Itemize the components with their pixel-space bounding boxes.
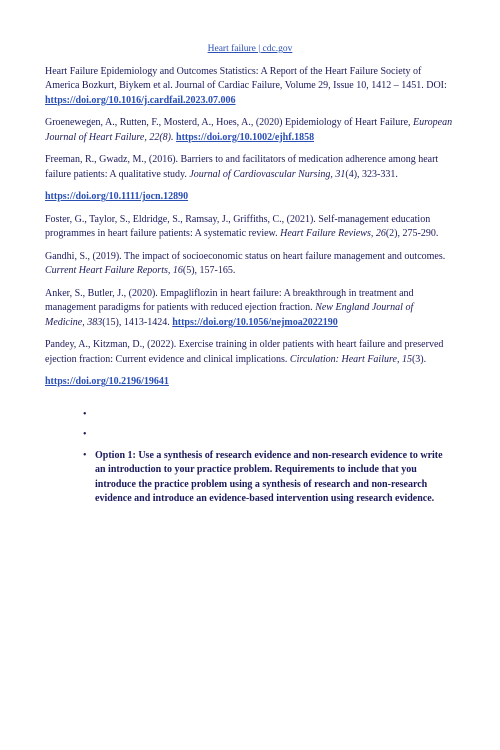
reference-3: Freeman, R., Gwadz, M., (2016). Barriers… [45,153,455,182]
bullet-icon: • [83,449,95,507]
option-1-text: Option 1: Use a synthesis of research ev… [95,449,455,507]
header-top-link[interactable]: Heart failure | cdc.gov [45,42,455,57]
reference-7: Pandey, A., Kitzman, D., (2022). Exercis… [45,338,455,367]
list-item: • Option 1: Use a synthesis of research … [83,449,455,507]
bullet-spacer-2 [95,428,455,443]
ref5-post: (5), 157-165. [183,265,236,276]
ref7-doi-link[interactable]: https://doi.org/10.2196/19641 [45,376,169,387]
ref1-text: Heart Failure Epidemiology and Outcomes … [45,66,447,92]
ref4-journal: Heart Failure Reviews, 26 [280,228,386,239]
ref7-journal: Circulation: Heart Failure, 15 [290,354,412,365]
ref5-journal: Current Heart Failure Reports, 16 [45,265,183,276]
reference-3-link-line: https://doi.org/10.1111/jocn.12890 [45,190,455,205]
list-item: • [83,408,455,423]
ref6-post: (15), 1413-1424. [102,317,172,328]
reference-5: Gandhi, S., (2019). The impact of socioe… [45,250,455,279]
ref3-journal: Journal of Cardiovascular Nursing, 31 [189,169,345,180]
reference-1: Heart Failure Epidemiology and Outcomes … [45,65,455,109]
ref1-doi-link[interactable]: https://doi.org/10.1016/j.cardfail.2023.… [45,95,236,106]
ref3-doi-link[interactable]: https://doi.org/10.1111/jocn.12890 [45,191,188,202]
reference-2: Groenewegen, A., Rutten, F., Mosterd, A.… [45,116,455,145]
reference-7-link-line: https://doi.org/10.2196/19641 [45,375,455,390]
ref2-doi-link[interactable]: https://doi.org/10.1002/ejhf.1858 [176,132,314,143]
ref6-doi-link[interactable]: https://doi.org/10.1056/nejmoa2022190 [172,317,338,328]
ref4-post: (2), 275-290. [386,228,439,239]
reference-4: Foster, G., Taylor, S., Eldridge, S., Ra… [45,213,455,242]
bullet-icon: • [83,428,95,443]
reference-6: Anker, S., Butler, J., (2020). Empaglifl… [45,287,455,331]
list-item: • [83,428,455,443]
ref2-pre: Groenewegen, A., Rutten, F., Mosterd, A.… [45,117,411,128]
bullet-spacer-1 [95,408,455,423]
ref3-post: (4), 323-331. [345,169,398,180]
bullet-icon: • [83,408,95,423]
bullet-list: • • • Option 1: Use a synthesis of resea… [45,408,455,507]
ref5-pre: Gandhi, S., (2019). The impact of socioe… [45,251,445,262]
ref7-post: (3). [412,354,426,365]
header-link-text: Heart failure | cdc.gov [208,44,293,54]
